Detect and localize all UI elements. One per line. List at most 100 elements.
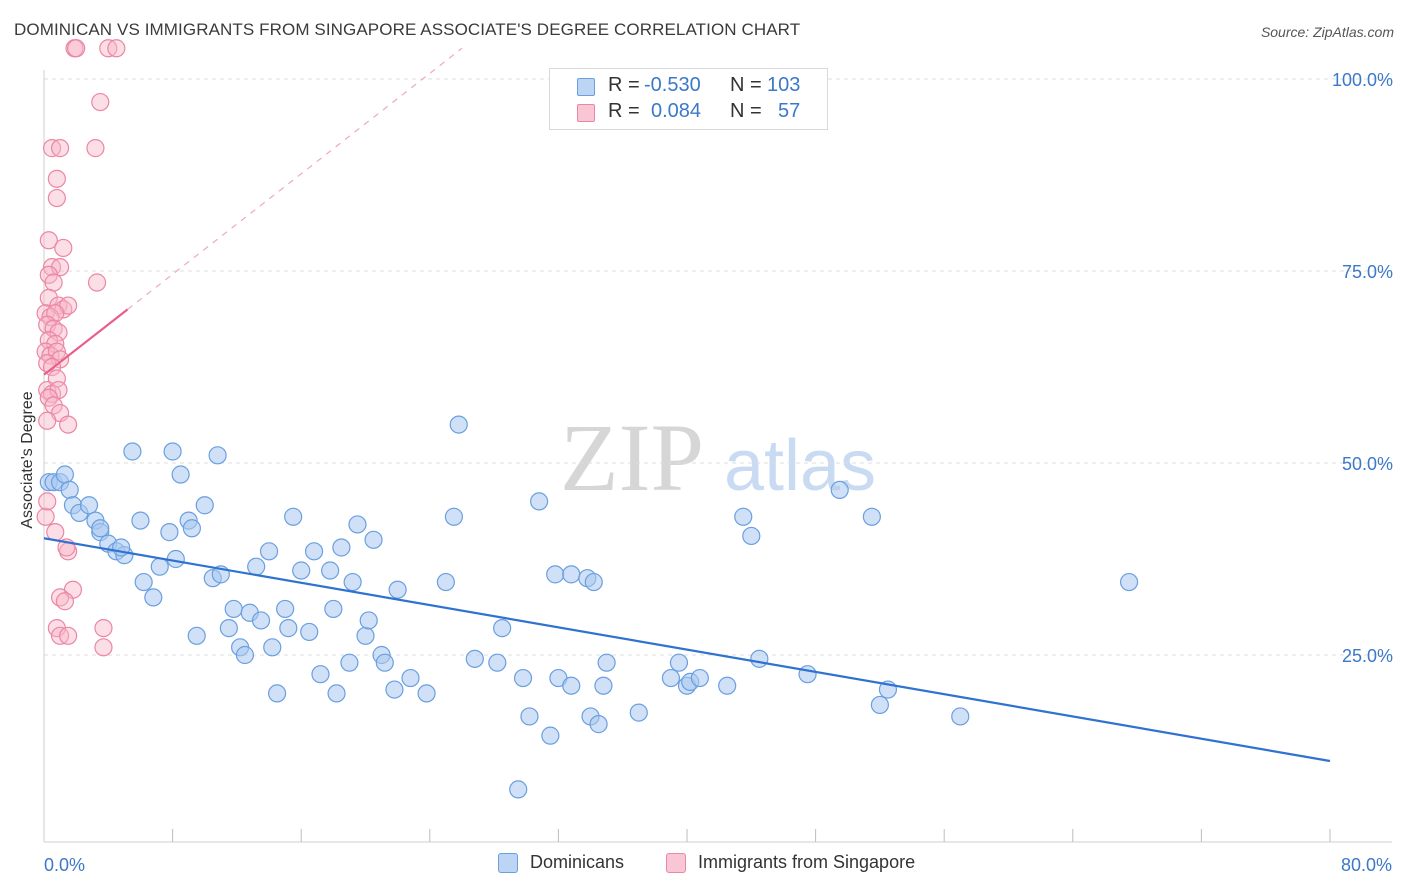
singapore-points bbox=[36, 39, 126, 657]
watermark-zip: ZIP bbox=[560, 404, 704, 511]
data-point-singapore bbox=[50, 139, 70, 158]
legend-swatch-singapore bbox=[666, 853, 686, 873]
data-point-dominicans bbox=[311, 665, 330, 684]
data-point-dominicans bbox=[449, 415, 468, 434]
data-point-singapore bbox=[36, 507, 55, 526]
data-point-singapore bbox=[38, 411, 57, 430]
data-point-dominicans bbox=[798, 665, 817, 684]
legend-r-value: -0.530 bbox=[644, 74, 701, 96]
data-point-dominicans bbox=[60, 480, 79, 499]
data-point-dominicans bbox=[1119, 572, 1139, 592]
legend-n-value: 57 bbox=[778, 100, 801, 122]
data-point-dominicans bbox=[134, 572, 153, 592]
data-point-dominicans bbox=[718, 676, 737, 695]
legend-n-value: 103 bbox=[767, 74, 801, 96]
data-point-dominicans bbox=[276, 599, 295, 619]
data-point-dominicans bbox=[359, 611, 378, 630]
trend-line-singapore-extension bbox=[127, 47, 463, 310]
data-point-dominicans bbox=[589, 715, 608, 734]
data-point-dominicans bbox=[661, 668, 681, 688]
data-point-dominicans bbox=[750, 649, 769, 668]
gridlines bbox=[44, 78, 1392, 656]
data-point-dominicans bbox=[123, 442, 142, 461]
x-tick-label: 80.0% bbox=[1341, 855, 1392, 875]
correlation-legend: R = -0.530 N = 103 R = 0.084 N = 57 bbox=[549, 68, 828, 130]
data-point-dominicans bbox=[356, 626, 375, 645]
data-point-singapore bbox=[94, 619, 113, 638]
data-point-dominicans bbox=[348, 515, 367, 534]
data-point-singapore bbox=[44, 273, 63, 292]
data-point-dominicans bbox=[493, 619, 512, 638]
watermark: ZIP atlas bbox=[560, 404, 876, 511]
legend-r-label: R = bbox=[608, 74, 640, 96]
data-point-dominicans bbox=[324, 599, 343, 619]
data-point-dominicans bbox=[513, 668, 533, 688]
watermark-atlas: atlas bbox=[724, 426, 876, 506]
y-tick-label: 50.0% bbox=[1342, 454, 1393, 474]
legend-n-label: N = bbox=[730, 74, 762, 96]
data-point-dominicans bbox=[629, 703, 648, 722]
axes bbox=[43, 70, 1392, 843]
data-point-dominicans bbox=[171, 465, 190, 484]
legend-swatch-dominicans bbox=[498, 853, 518, 873]
data-point-singapore bbox=[39, 288, 58, 307]
data-point-dominicans bbox=[300, 622, 319, 642]
y-tick-label: 75.0% bbox=[1342, 262, 1393, 282]
data-point-dominicans bbox=[734, 507, 753, 526]
data-point-dominicans bbox=[195, 496, 214, 515]
data-point-dominicans bbox=[332, 538, 351, 557]
data-point-dominicans bbox=[862, 507, 881, 526]
data-point-dominicans bbox=[597, 653, 616, 672]
data-point-dominicans bbox=[131, 511, 150, 530]
data-point-dominicans bbox=[150, 557, 169, 576]
data-point-dominicans bbox=[91, 519, 110, 538]
data-point-dominicans bbox=[594, 676, 613, 695]
data-point-dominicans bbox=[304, 542, 324, 561]
data-point-singapore bbox=[107, 39, 126, 58]
data-point-singapore bbox=[54, 238, 73, 258]
data-point-singapore bbox=[91, 92, 110, 112]
legend-n-label: N = bbox=[730, 100, 762, 122]
y-axis-label: Associate's Degree bbox=[19, 391, 36, 529]
data-point-dominicans bbox=[160, 523, 179, 542]
data-point-singapore bbox=[87, 273, 107, 292]
data-point-dominicans bbox=[830, 480, 849, 499]
data-point-dominicans bbox=[247, 557, 266, 576]
data-point-dominicans bbox=[267, 684, 287, 703]
data-point-singapore bbox=[55, 592, 74, 611]
data-point-dominicans bbox=[182, 519, 201, 538]
data-point-singapore bbox=[86, 139, 105, 158]
data-point-dominicans bbox=[79, 496, 99, 515]
data-point-dominicans bbox=[530, 492, 549, 511]
tick-labels: 25.0% 50.0% 75.0% 100.0% 0.0% 80.0% bbox=[44, 70, 1393, 875]
data-point-dominicans bbox=[465, 649, 484, 668]
data-point-dominicans bbox=[375, 653, 394, 672]
data-point-dominicans bbox=[343, 572, 362, 592]
legend-label-singapore: Immigrants from Singapore bbox=[698, 852, 916, 872]
data-point-dominicans bbox=[562, 565, 581, 584]
data-point-dominicans bbox=[388, 580, 407, 599]
trend-line-singapore bbox=[43, 308, 129, 376]
data-point-dominicans bbox=[340, 653, 359, 672]
data-point-singapore bbox=[94, 638, 113, 657]
data-point-dominicans bbox=[263, 638, 282, 657]
data-point-dominicans bbox=[292, 561, 311, 580]
data-point-dominicans bbox=[436, 572, 455, 592]
data-point-dominicans bbox=[870, 695, 890, 715]
data-point-dominicans bbox=[187, 626, 206, 645]
data-point-dominicans bbox=[251, 611, 271, 630]
data-point-singapore bbox=[49, 323, 68, 342]
data-point-singapore bbox=[59, 415, 78, 434]
data-point-dominicans bbox=[224, 599, 243, 619]
legend-swatch-singapore bbox=[577, 104, 595, 122]
data-point-dominicans bbox=[364, 530, 383, 549]
series-legend: Dominicans Immigrants from Singapore bbox=[0, 850, 1406, 878]
data-point-dominicans bbox=[541, 726, 560, 745]
data-point-singapore bbox=[67, 39, 86, 58]
data-point-singapore bbox=[47, 169, 66, 188]
data-point-dominicans bbox=[279, 619, 298, 638]
data-point-dominicans bbox=[163, 442, 182, 461]
data-point-dominicans bbox=[669, 653, 689, 672]
data-point-dominicans bbox=[417, 684, 436, 703]
data-point-singapore bbox=[59, 626, 78, 645]
